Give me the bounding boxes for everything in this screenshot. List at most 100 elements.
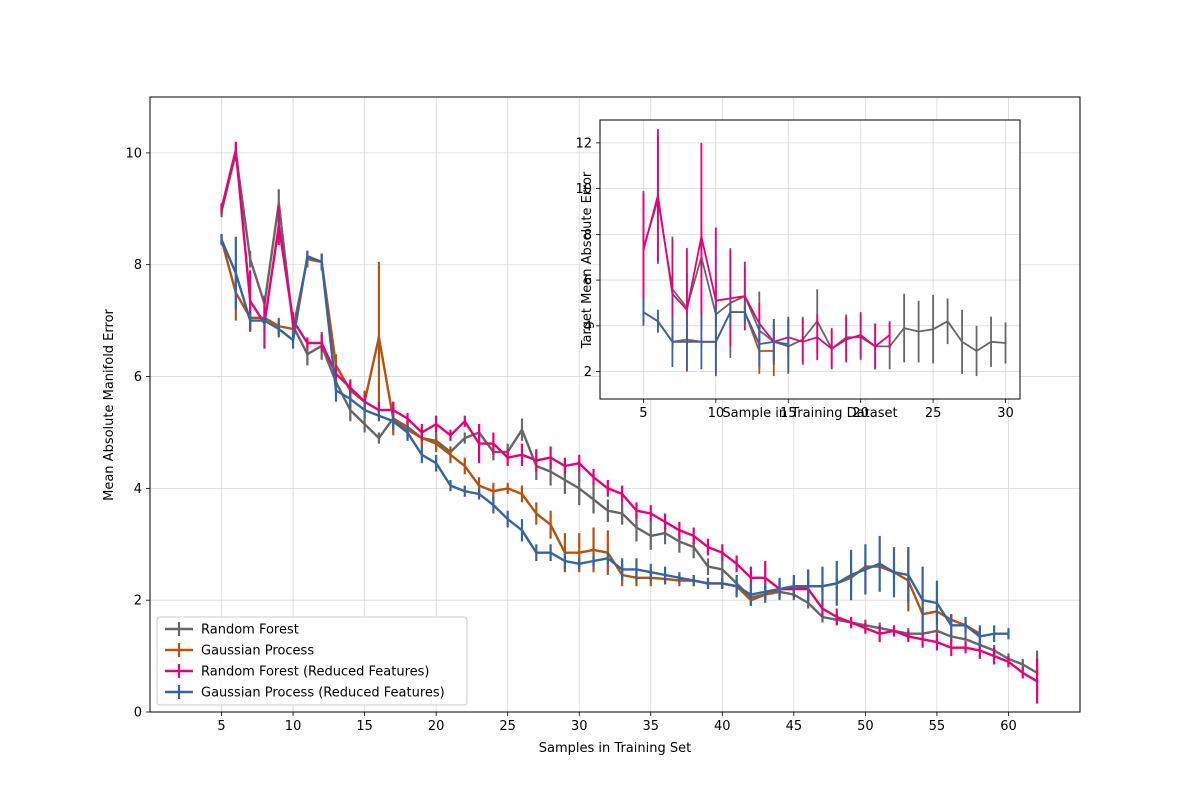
inset-axes: 5 10 15 20 25 30 2 4 6 8 10 12 bbox=[575, 136, 1013, 421]
main-point bbox=[435, 423, 438, 425]
main-point bbox=[993, 632, 996, 635]
main-point bbox=[420, 453, 423, 456]
main-point bbox=[263, 319, 266, 322]
main-point bbox=[921, 599, 924, 602]
main-point bbox=[721, 582, 724, 585]
main-point bbox=[320, 342, 323, 344]
main-point bbox=[993, 655, 996, 657]
main-point bbox=[463, 490, 466, 493]
inset-point bbox=[961, 340, 963, 343]
main-plot-frame bbox=[149, 96, 1081, 713]
main-point bbox=[521, 529, 523, 532]
inset-x-tick-label: 25 bbox=[925, 406, 942, 421]
inset-x-tick-label: 10 bbox=[708, 406, 725, 421]
main-point bbox=[492, 504, 495, 507]
inset-y-axis-label: Target Mean Absolute Error bbox=[580, 171, 595, 349]
main-point bbox=[735, 562, 738, 565]
inset-x-tick-label: 20 bbox=[852, 406, 869, 421]
main-x-tick-label: 10 bbox=[285, 719, 302, 734]
main-point bbox=[621, 568, 624, 571]
main-point bbox=[578, 551, 581, 554]
main-point bbox=[778, 588, 781, 590]
main-point bbox=[249, 319, 252, 322]
main-x-tick-label: 20 bbox=[428, 719, 445, 734]
main-x-tick-label: 25 bbox=[499, 719, 516, 734]
main-x-tick-label: 45 bbox=[786, 719, 803, 734]
main-point bbox=[549, 470, 552, 473]
inset-point bbox=[758, 343, 761, 346]
main-series-random-forest-reduced-features bbox=[220, 141, 1039, 704]
main-point bbox=[807, 585, 810, 588]
main-point bbox=[506, 456, 509, 459]
inset-point bbox=[657, 320, 659, 323]
main-point bbox=[893, 571, 895, 574]
main-point bbox=[792, 585, 795, 588]
main-point bbox=[907, 574, 910, 576]
main-y-axis-label: Mean Absolute Manifold Error bbox=[102, 308, 117, 500]
inset-point bbox=[671, 340, 674, 343]
main-point bbox=[435, 462, 438, 465]
legend-item: Gaussian Process bbox=[165, 643, 314, 659]
main-point bbox=[621, 512, 624, 515]
main-point bbox=[277, 224, 280, 227]
main-point bbox=[592, 560, 595, 562]
main-point bbox=[349, 386, 352, 389]
inset-y-tick-label: 2 bbox=[584, 365, 592, 380]
main-point bbox=[549, 551, 552, 554]
main-point bbox=[449, 484, 452, 487]
main-point bbox=[950, 624, 953, 627]
inset-x-tick-label: 15 bbox=[780, 406, 797, 421]
inset-y-tick-label: 10 bbox=[575, 182, 592, 197]
main-point bbox=[535, 512, 538, 515]
main-point bbox=[292, 339, 294, 342]
main-point bbox=[936, 630, 938, 632]
main-point bbox=[292, 319, 294, 322]
main-point bbox=[606, 509, 609, 512]
inset-point bbox=[714, 340, 717, 343]
main-point bbox=[306, 255, 309, 258]
inset-point bbox=[729, 297, 732, 300]
main-line-random-forest bbox=[220, 151, 1038, 674]
main-point bbox=[535, 551, 538, 554]
main-point bbox=[649, 571, 652, 574]
main-point bbox=[435, 442, 438, 445]
main-point bbox=[592, 498, 595, 501]
main-point bbox=[878, 632, 881, 635]
main-point bbox=[821, 585, 824, 588]
main-x-tick-label: 50 bbox=[857, 719, 874, 734]
legend-items: Random Forest Gaussian Process Random Fore… bbox=[165, 622, 445, 701]
legend-label: Random Forest (Reduced Features) bbox=[201, 665, 430, 680]
inset-y-tick-label: 12 bbox=[575, 136, 592, 151]
main-y-tick-label: 8 bbox=[134, 258, 142, 273]
legend-item: Gaussian Process (Reduced Features) bbox=[165, 685, 445, 701]
main-line-gaussian-process-reduced-features bbox=[220, 239, 1009, 638]
main-point bbox=[606, 557, 609, 560]
main-point bbox=[449, 434, 452, 437]
inset-x-axis-label: Sample in Training Dataset bbox=[722, 406, 897, 421]
main-point bbox=[521, 493, 523, 495]
main-point bbox=[349, 409, 352, 411]
main-x-tick-label: 55 bbox=[929, 719, 946, 734]
main-point bbox=[335, 389, 337, 392]
main-x-tick-label: 15 bbox=[356, 719, 373, 734]
main-point bbox=[492, 442, 495, 445]
main-point bbox=[664, 521, 666, 523]
main-point bbox=[678, 540, 681, 543]
main-y-tick-label: 2 bbox=[134, 594, 142, 609]
main-point bbox=[893, 630, 895, 632]
main-point bbox=[821, 607, 824, 610]
main-point bbox=[378, 437, 380, 439]
main-point bbox=[392, 409, 395, 411]
main-point bbox=[277, 328, 280, 330]
main-point bbox=[692, 546, 695, 548]
legend-item: Random Forest bbox=[165, 622, 299, 638]
main-point bbox=[864, 568, 867, 571]
main-point bbox=[621, 493, 624, 495]
main-point bbox=[478, 493, 480, 495]
main-point bbox=[306, 342, 309, 344]
main-point bbox=[750, 593, 752, 596]
main-point bbox=[378, 336, 380, 339]
inset-point bbox=[743, 295, 746, 297]
inset-line-random-forest-reduced-features bbox=[642, 194, 891, 350]
